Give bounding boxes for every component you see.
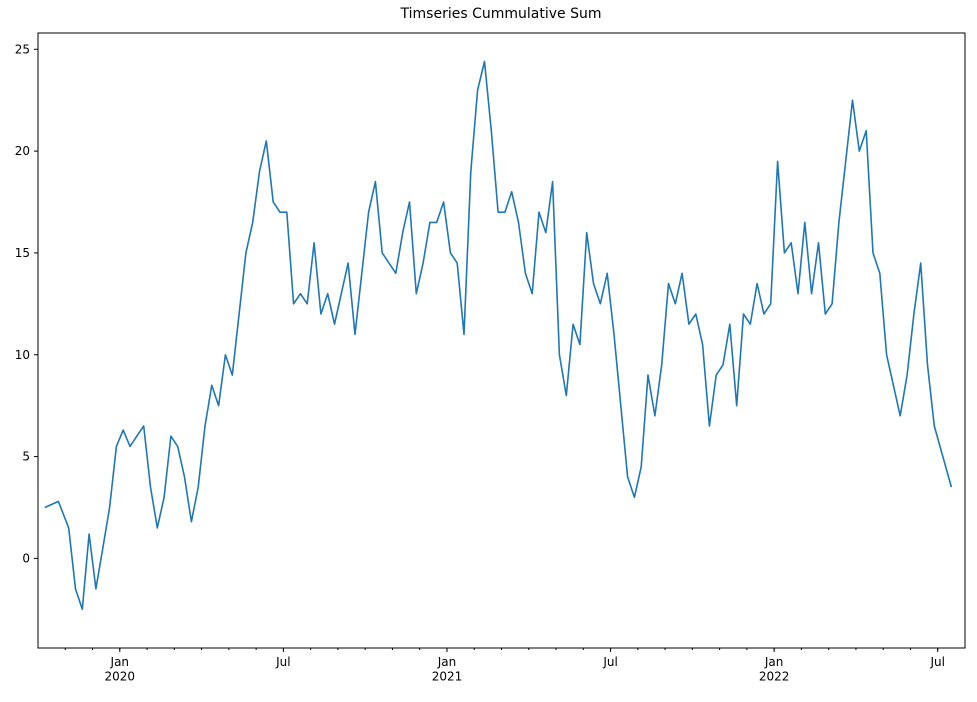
- y-tick-label: 25: [15, 42, 30, 56]
- x-tick-label: Jan 2021: [432, 655, 463, 683]
- x-tick-label: Jul: [602, 655, 617, 669]
- series-line: [44, 60, 953, 611]
- plot-frame: [37, 32, 966, 649]
- x-tick-label: Jan 2022: [759, 655, 790, 683]
- y-tick-label: 0: [22, 551, 30, 565]
- y-tick-label: 15: [15, 246, 30, 260]
- y-tick-label: 10: [15, 348, 30, 362]
- x-tick-label: Jul: [275, 655, 290, 669]
- chart-title: Timseries Cummulative Sum: [400, 6, 602, 22]
- y-tick-label: 20: [15, 144, 30, 158]
- y-tick-label: 5: [22, 450, 30, 464]
- x-tick-label: Jul: [929, 655, 944, 669]
- x-tick-label: Jan 2020: [105, 655, 136, 683]
